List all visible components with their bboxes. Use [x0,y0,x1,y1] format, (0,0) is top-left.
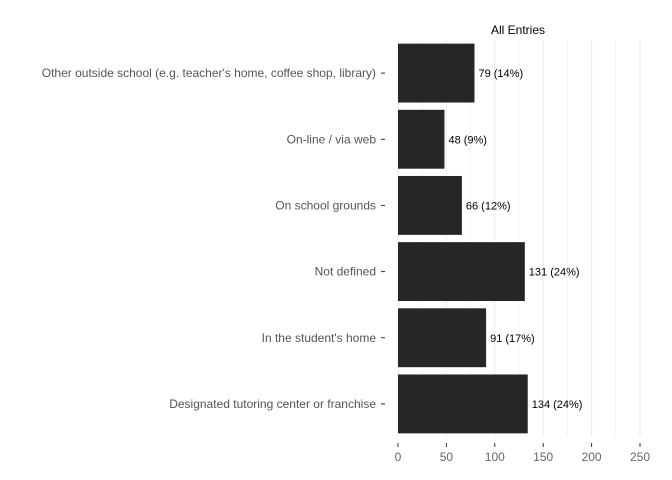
data-label: 131 (24%) [529,267,580,279]
category-label: Not defined [315,265,376,279]
category-labels: Other outside school (e.g. teacher's hom… [42,66,385,411]
data-label: 134 (24%) [532,399,583,411]
category-label: Designated tutoring center or franchise [169,397,376,411]
grid-lines [397,40,641,437]
bar [398,374,528,434]
category-label: In the student's home [262,331,377,345]
facet-title: All Entries [491,23,545,37]
bar [398,109,445,169]
data-label: 66 (12%) [466,200,511,212]
data-label: 48 (9%) [448,134,487,146]
category-label: Other outside school (e.g. teacher's hom… [42,66,376,80]
bar [398,175,462,235]
x-tick-label: 150 [533,450,553,464]
data-label: 79 (14%) [478,68,523,80]
x-tick-label: 250 [630,450,650,464]
x-tick-label: 100 [485,450,505,464]
bar [398,308,487,368]
bars: 79 (14%) 48 (9%) 66 (12%) 131 (24%) 91 (17%)… [398,43,583,434]
data-label: 91 (17%) [490,333,535,345]
x-tick-label: 50 [440,450,454,464]
bar [398,43,475,103]
category-label: On school grounds [275,198,376,212]
category-label: On-line / via web [287,132,377,146]
x-tick-label: 0 [395,450,402,464]
bar [398,242,525,302]
x-tick-label: 200 [582,450,602,464]
x-axis: 0 50 100 150 200 250 [395,443,650,464]
